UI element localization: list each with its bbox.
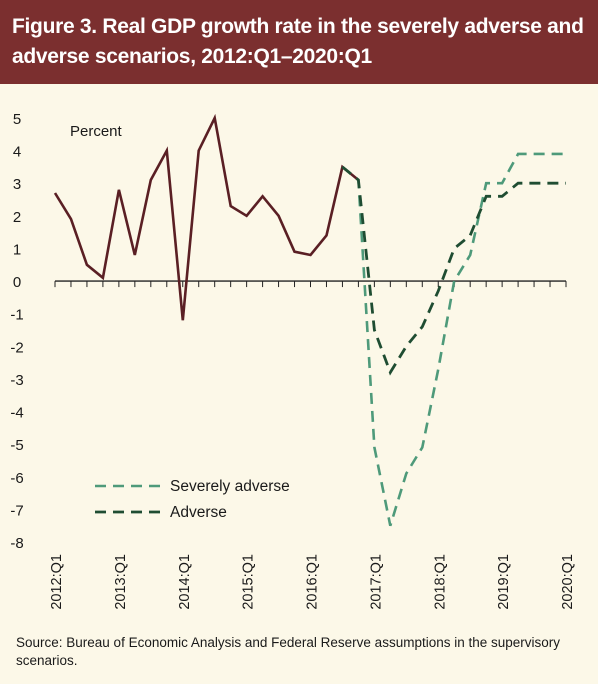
y-unit-label: Percent [70, 123, 123, 140]
x-tick-label: 2016:Q1 [305, 554, 321, 610]
x-tick-label: 2014:Q1 [177, 554, 193, 610]
x-tick-label: 2017:Q1 [368, 554, 384, 610]
y-tick-label: -5 [10, 437, 23, 454]
y-tick-label: 3 [13, 176, 21, 193]
figure-title-bar: Figure 3. Real GDP growth rate in the se… [0, 0, 598, 84]
series-line-history [53, 113, 360, 321]
x-tick-label: 2018:Q1 [432, 554, 448, 610]
series-lines [53, 113, 566, 527]
axes: 5 4 3 2 1 0 -1 -2 -3 -4 -5 -6 -7 -8 Percent 2012:Q1 2013… [10, 111, 576, 610]
x-tick-label: 2012:Q1 [49, 554, 65, 610]
series-line-severely_adverse [341, 152, 566, 527]
x-tick-label: 2019:Q1 [496, 554, 512, 610]
series-line-adverse [341, 165, 566, 376]
y-tick-label: -7 [10, 502, 23, 519]
y-tick-label: 4 [13, 144, 21, 161]
legend-label-adverse: Adverse [170, 504, 227, 521]
gdp-growth-chart: 5 4 3 2 1 0 -1 -2 -3 -4 -5 -6 -7 -8 Percent 2012:Q1 2013… [10, 111, 576, 610]
y-tick-label: 2 [13, 209, 21, 226]
y-tick-label: 1 [13, 241, 21, 258]
y-tick-label: 5 [13, 111, 21, 128]
legend: Severely adverse Adverse [95, 478, 290, 521]
figure-title: Figure 3. Real GDP growth rate in the se… [12, 15, 584, 68]
y-tick-label: -6 [10, 470, 23, 487]
y-tick-label: -1 [10, 307, 23, 324]
legend-label-severely_adverse: Severely adverse [170, 478, 290, 495]
y-tick-label: -8 [10, 535, 23, 552]
y-tick-label: 0 [13, 274, 21, 291]
y-tick-label: -4 [10, 405, 23, 422]
y-tick-label: -3 [10, 372, 23, 389]
x-tick-label: 2015:Q1 [241, 554, 257, 610]
y-tick-label: -2 [10, 339, 23, 356]
x-tick-label: 2013:Q1 [113, 554, 129, 610]
x-tick-label: 2020:Q1 [560, 554, 576, 610]
source-note: Source: Bureau of Economic Analysis and … [16, 635, 561, 668]
